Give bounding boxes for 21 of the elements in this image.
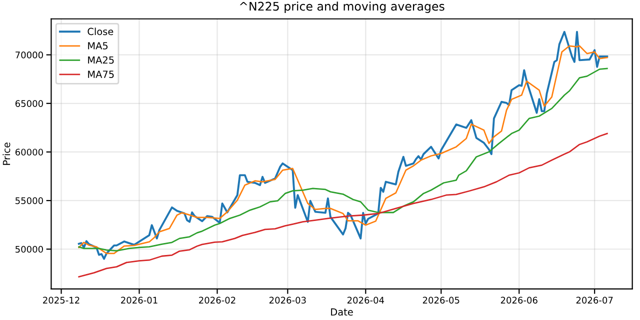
x-tick-label: 2026-01	[121, 296, 158, 304]
line-series	[78, 132, 608, 278]
x-tick-label: 2026-03	[269, 296, 306, 304]
y-tick-label: 50000	[16, 246, 43, 253]
chart-title: ^N225 price and moving averages	[240, 2, 444, 13]
x-axis-title: Date	[331, 308, 353, 316]
y-tick-label: 60000	[15, 148, 43, 156]
y-axis-title: Price	[2, 142, 10, 165]
y-tick-label: 65000	[15, 100, 43, 107]
x-tick-label: 2026-02	[199, 296, 236, 304]
y-tick-label: 70000	[16, 52, 43, 58]
x-tick-label: 2026-05	[422, 296, 460, 304]
legend-label: MA5	[88, 42, 108, 50]
legend-label: MA75	[88, 70, 114, 78]
x-tick-label: 2026-04	[347, 296, 384, 304]
legend-label: MA25	[88, 56, 114, 64]
x-tick-label: 2025-12	[43, 296, 80, 304]
x-tick-label: 2026-07	[576, 296, 613, 304]
y-tick-label: 55000	[16, 197, 43, 204]
legend-label: Close	[88, 28, 114, 36]
x-tick-label: 2026-06	[500, 296, 538, 304]
